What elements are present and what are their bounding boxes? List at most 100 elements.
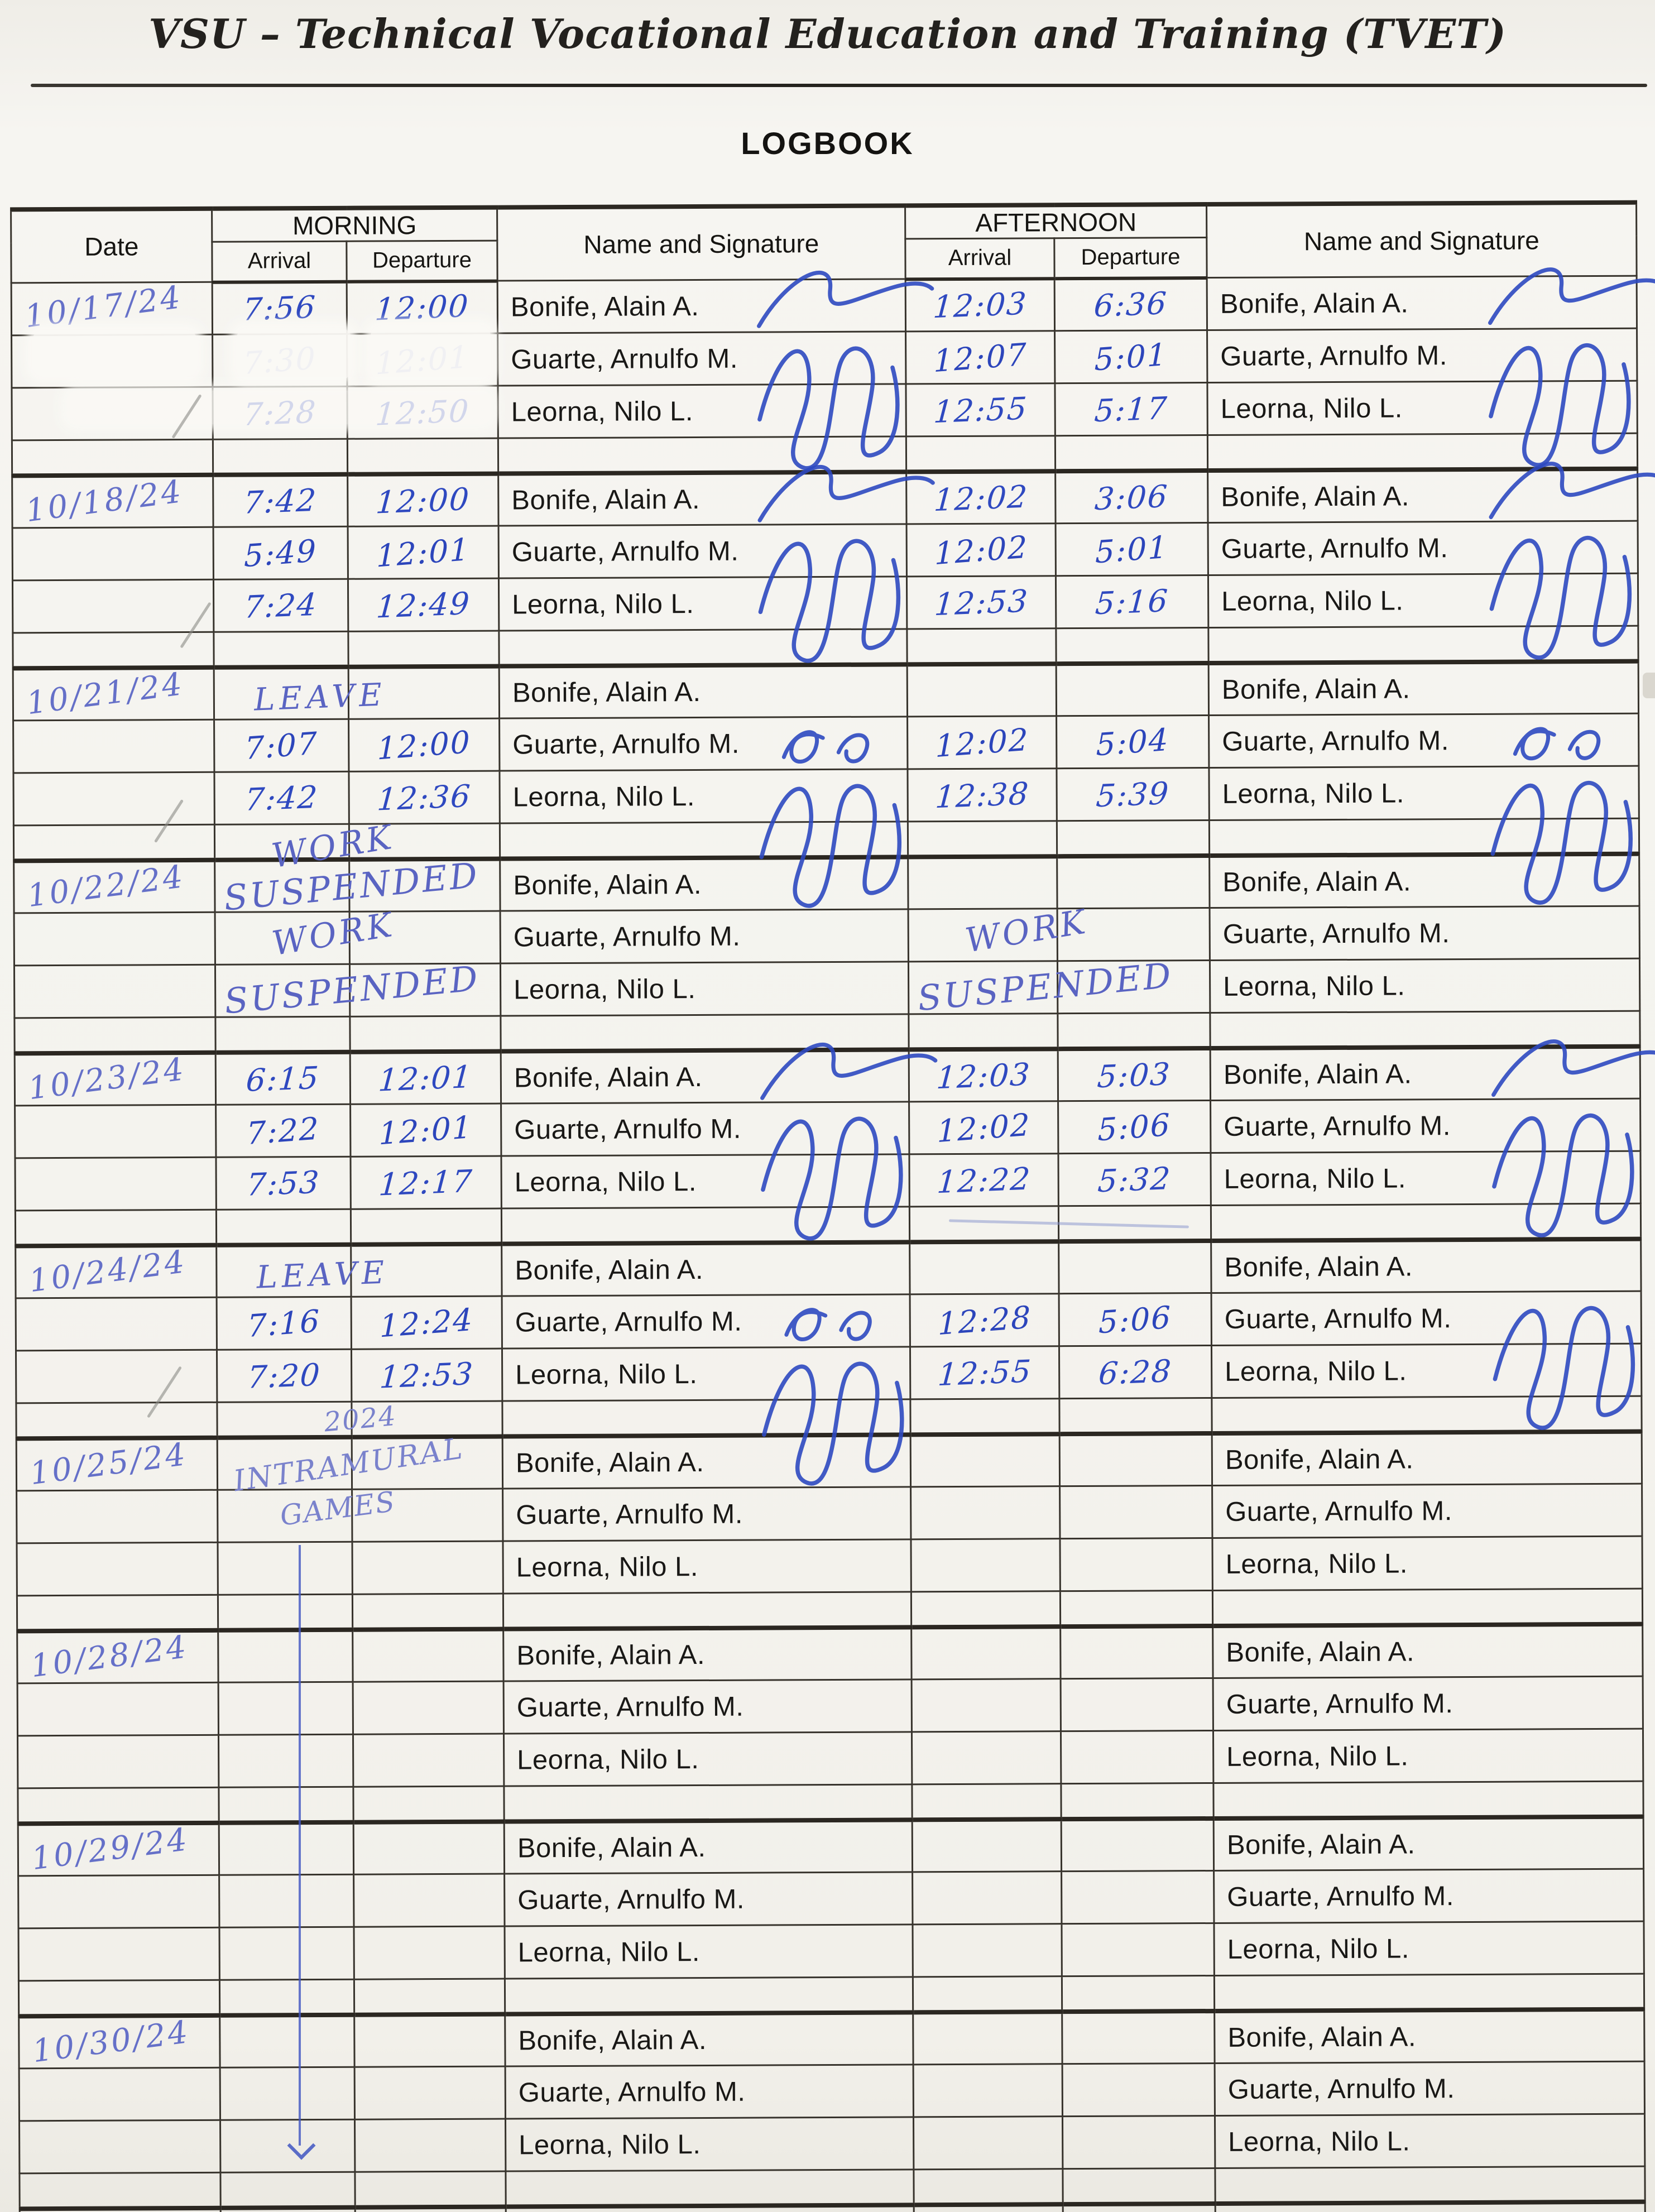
afternoon-arrival-cell: [913, 2064, 1063, 2117]
morning-name-cell: Guarte, Arnulfo M.: [499, 716, 908, 771]
afternoon-arrival-cell: [913, 2116, 1063, 2170]
morning-arrival-cell: [220, 2172, 356, 2208]
printed-name: Guarte, Arnulfo M.: [511, 343, 738, 375]
afternoon-arrival-cell: 12:55: [910, 1346, 1059, 1399]
handwritten-time: 5:17: [1093, 390, 1169, 429]
morning-name-cell: Leorna, Nilo L.: [500, 961, 909, 1016]
morning-name-cell: Bonife, Alain A.: [501, 1241, 910, 1297]
printed-name: Leorna, Nilo L.: [1228, 2125, 1411, 2157]
afternoon-departure-cell: [1057, 1013, 1211, 1049]
morning-name-cell: [501, 1206, 910, 1244]
morning-departure-cell: 12:53: [351, 1349, 502, 1402]
handwritten-time: 12:49: [375, 585, 472, 625]
morning-name-cell: Guarte, Arnulfo M.: [504, 1872, 913, 1927]
empty-cell: [506, 2204, 914, 2212]
morning-departure-cell: [353, 1926, 505, 1980]
printed-name: Leorna, Nilo L.: [1226, 1740, 1409, 1772]
afternoon-arrival-cell: [912, 1678, 1061, 1732]
handwritten-time: 5:03: [1096, 1055, 1172, 1095]
printed-name: Guarte, Arnulfo M.: [516, 1499, 743, 1530]
morning-departure-cell: [354, 2171, 506, 2208]
handwritten-date: 10/18/24: [23, 473, 185, 529]
header-date: Date: [11, 208, 213, 283]
handwritten-time: 6:36: [1093, 285, 1169, 324]
afternoon-name-cell: Guarte, Arnulfo M.: [1211, 1291, 1642, 1430]
handwritten-note: LEAVE: [256, 1254, 390, 1296]
handwritten-time: 7:24: [243, 586, 319, 625]
handwritten-time: 12:38: [934, 775, 1030, 815]
afternoon-arrival-cell: [910, 1398, 1060, 1434]
afternoon-departure-cell: [1055, 435, 1208, 471]
afternoon-name-cell: [1212, 1589, 1643, 1626]
printed-name: Leorna, Nilo L.: [1225, 1548, 1408, 1580]
afternoon-arrival-cell: 12:02: [906, 471, 1056, 524]
date-cell: [13, 824, 215, 861]
morning-departure-cell: [353, 1874, 505, 1927]
morning-departure-cell: [351, 1208, 502, 1245]
morning-arrival-cell: 7:42: [214, 771, 349, 825]
printed-name: Guarte, Arnulfo M.: [516, 1691, 744, 1722]
printed-name: Leorna, Nilo L.: [514, 973, 696, 1005]
date-cell: [18, 1875, 220, 1928]
logbook-row: 10/22/24 SUSPENDED Bonife, Alain A. Bonife,…: [13, 853, 1640, 918]
handwritten-time: 12:02: [933, 478, 1029, 518]
afternoon-name-cell: [1211, 1203, 1641, 1241]
date-cell: 10/25/24: [16, 1436, 218, 1492]
afternoon-departure-cell: [1060, 1590, 1213, 1626]
afternoon-departure-cell: [1060, 1625, 1213, 1679]
morning-arrival-cell: [218, 1682, 353, 1735]
printed-name: Leorna, Nilo L.: [1224, 1163, 1407, 1194]
afternoon-departure-cell: 3:06: [1055, 470, 1208, 524]
morning-name-cell: Bonife, Alain A.: [503, 1626, 912, 1682]
morning-arrival-cell: [217, 1542, 353, 1595]
printed-name: Guarte, Arnulfo M.: [1227, 1880, 1455, 1912]
afternoon-name-cell: Bonife, Alain A.: [1207, 461, 1655, 523]
date-cell: [14, 965, 215, 1018]
empty-cell: [20, 2208, 221, 2212]
printed-name: Guarte, Arnulfo M.: [1226, 1688, 1453, 1720]
morning-departure-cell: 12:49: [348, 578, 499, 632]
printed-name: Guarte, Arnulfo M.: [1222, 725, 1450, 757]
afternoon-departure-cell: 6:36: [1054, 277, 1207, 331]
handwritten-time: 5:32: [1096, 1160, 1173, 1199]
afternoon-name-cell: [1210, 1011, 1640, 1048]
logbook-row: 7:53 12:17 Leorna, Nilo L. 12:22 5:32 Leorna,…: [15, 1151, 1641, 1211]
afternoon-name-cell: Leorna, Nilo L.: [1208, 766, 1639, 905]
date-cell: [19, 2172, 221, 2209]
logbook-row: Leorna, Nilo L. Leorna, Nilo L.: [16, 1536, 1643, 1596]
afternoon-name-cell: Guarte, Arnulfo M.: [1210, 906, 1640, 961]
logbook-row: 7:16 12:24 Guarte, Arnulfo M. 12:28 5:06 Guar…: [16, 1291, 1642, 1430]
afternoon-arrival-cell: 12:02: [907, 716, 1057, 769]
date-cell: [14, 912, 215, 966]
afternoon-name-cell: [1208, 626, 1639, 663]
afternoon-arrival-cell: [909, 1241, 1059, 1294]
date-cell: [18, 1980, 220, 2016]
afternoon-departure-cell: 5:06: [1059, 1293, 1212, 1346]
afternoon-name-cell: Leorna, Nilo L.: [1210, 1151, 1641, 1206]
morning-name-cell: Leorna, Nilo L.: [503, 1731, 912, 1787]
afternoon-arrival-cell: [911, 1626, 1061, 1680]
date-cell: 10/30/24: [18, 2013, 220, 2070]
printed-name: Bonife, Alain A.: [516, 1639, 706, 1671]
printed-name: Guarte, Arnulfo M.: [1222, 918, 1450, 949]
handwritten-time: 12:55: [936, 1352, 1033, 1393]
logbook-row: Leorna, Nilo L. Leorna, Nilo L.: [17, 1729, 1643, 1788]
date-cell: 10/23/24: [15, 1051, 216, 1107]
printed-name: Guarte, Arnulfo M.: [1227, 2073, 1455, 2105]
morning-departure-cell: 12:24: [351, 1296, 502, 1350]
printed-name: Bonife, Alain A.: [1222, 866, 1412, 898]
morning-departure-cell: 12:01: [348, 526, 499, 579]
morning-departure-cell: [354, 2066, 506, 2120]
handwritten-time: 12:03: [935, 1056, 1032, 1096]
handwritten-time: 5:04: [1096, 721, 1169, 763]
printed-name: Bonife, Alain A.: [518, 2024, 707, 2056]
afternoon-departure-cell: [1059, 1485, 1212, 1539]
afternoon-departure-cell: [1059, 1433, 1212, 1486]
paper-notch: [1643, 673, 1655, 698]
morning-name-cell: Bonife, Alain A.: [500, 856, 909, 911]
whiteout-blob: [67, 391, 491, 424]
morning-name-cell: Guarte, Arnulfo M.: [501, 1101, 909, 1241]
morning-departure-cell: 12:17: [350, 1156, 502, 1210]
afternoon-departure-cell: [1057, 855, 1210, 909]
afternoon-arrival-cell: [913, 1923, 1062, 1977]
